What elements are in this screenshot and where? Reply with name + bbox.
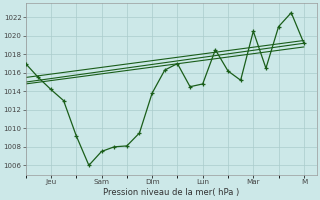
X-axis label: Pression niveau de la mer( hPa ): Pression niveau de la mer( hPa ) <box>103 188 239 197</box>
